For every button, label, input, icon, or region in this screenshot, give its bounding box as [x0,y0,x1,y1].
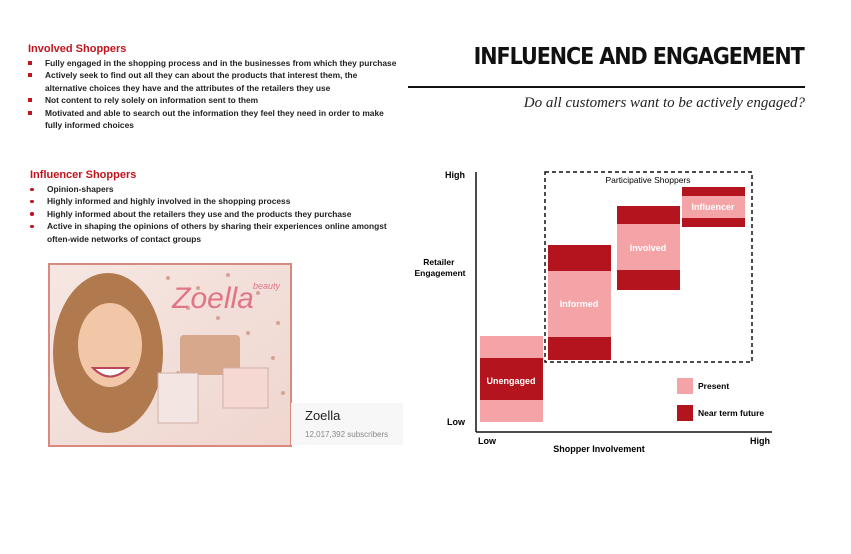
stage-label: Informed [560,299,599,309]
channel-name: Zoella [305,408,341,423]
stage-label: Unengaged [486,376,535,386]
channel-card [291,403,403,445]
smile [90,367,131,378]
slide-title: INFLUENCE AND ENGAGEMENT [473,44,805,70]
bullet-item: Highly informed and highly involved in t… [30,195,390,207]
group-label: Participative Shoppers [605,175,690,185]
future-block [480,358,543,400]
present-block [617,224,680,270]
bullet-item: Opinion-shapers [30,183,390,195]
stage-label: Involved [630,243,667,253]
y-axis-label: Retailer Engagement [414,257,465,278]
bullet-item: Not content to rely solely on informatio… [28,94,400,106]
group-box [544,171,753,363]
bullet-list: Fully engaged in the shopping process an… [28,57,400,131]
legend-swatch [677,405,693,421]
bullet-list: Opinion-shapers Highly informed and highl… [30,183,390,245]
x-axis-label: Shopper Involvement [553,444,645,454]
y-low: Low [447,417,466,427]
bullet-item: Actively seek to find out all they can a… [28,69,400,94]
legend-swatch [677,378,693,394]
face [78,303,142,387]
y-high: High [445,170,465,180]
legend-label: Near term future [698,408,764,418]
product [222,367,269,409]
section-title: Involved Shoppers [28,43,127,55]
title-rule [408,86,805,88]
present-block [548,271,611,337]
bullet-item: Highly informed about the retailers they… [30,208,390,220]
section-title: Influencer Shoppers [30,169,137,181]
video-thumbnail: Zoella beauty Zoella 12,017,392 subscrib… [48,263,403,447]
logo-tag: beauty [253,281,281,291]
bullet-item: Active in shaping the opinions of others… [30,220,390,245]
x-low: Low [478,436,497,446]
slide-subtitle: Do all customers want to be actively eng… [523,95,805,111]
polka-dots [156,273,285,395]
product [157,372,199,424]
logo: Zoella [171,282,254,315]
legend-label: Present [698,381,729,391]
bullet-item: Fully engaged in the shopping process an… [28,57,400,69]
engagement-diagram: Participative Shoppers Unengaged Informed… [414,170,772,454]
x-high: High [750,436,770,446]
bullet-item: Motivated and able to search out the inf… [28,107,400,132]
product [180,335,240,375]
subscriber-count: 12,017,392 subscribers [305,430,388,439]
stage-label: Influencer [691,202,735,212]
present-block [682,196,745,218]
